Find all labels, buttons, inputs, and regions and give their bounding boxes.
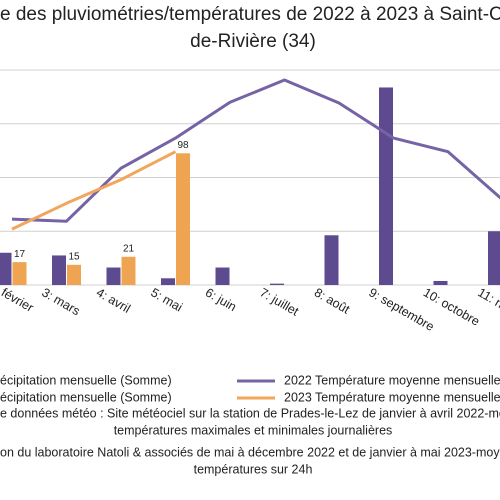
footnote: températures maximales et minimales jour… [114,423,393,437]
bar [161,278,175,285]
bar [0,252,12,285]
data-label: 98 [177,140,189,151]
x-tick-label: 4: avril [94,285,133,316]
x-tick-label: février [0,285,36,314]
line [11,78,500,223]
legend-label: 2022 Température moyenne mensuelle (Moye… [284,373,500,387]
x-tick-label: 8: août [312,285,353,317]
x-tick-label: 3: mars [39,285,82,318]
legend-label: écipitation mensuelle (Somme) [0,390,172,404]
data-label: 17 [14,249,26,260]
bar [67,264,81,285]
bar [176,153,190,285]
x-tick-label: 5: mai [148,285,184,314]
bar [433,280,448,285]
footnote: températures sur 24h [194,462,313,476]
bar [270,283,284,285]
bar [12,262,27,285]
bar [215,267,230,285]
x-tick-label: 6: juin [203,285,239,314]
bar [106,267,121,285]
legend-label: écipitation mensuelle (Somme) [0,373,172,387]
chart-title: e des pluviométries/températures de 2022… [0,4,500,25]
x-tick-label: 11: nov [475,285,500,318]
x-tick-label: 7: juillet [257,285,301,319]
bar [488,231,500,285]
footnote: on du laboratoire Natoli & associés de m… [0,445,500,459]
bar [121,256,136,285]
footnote: e données météo : Site météociel sur la … [0,406,500,420]
chart-title: de-Rivière (34) [190,31,316,52]
data-label: 15 [68,251,80,262]
legend-label: 2023 Température moyenne mensuelle (Moye… [284,390,500,404]
data-label: 21 [123,243,135,254]
line [11,150,177,231]
bar [324,235,339,285]
bar [52,255,66,285]
bar [379,87,393,285]
